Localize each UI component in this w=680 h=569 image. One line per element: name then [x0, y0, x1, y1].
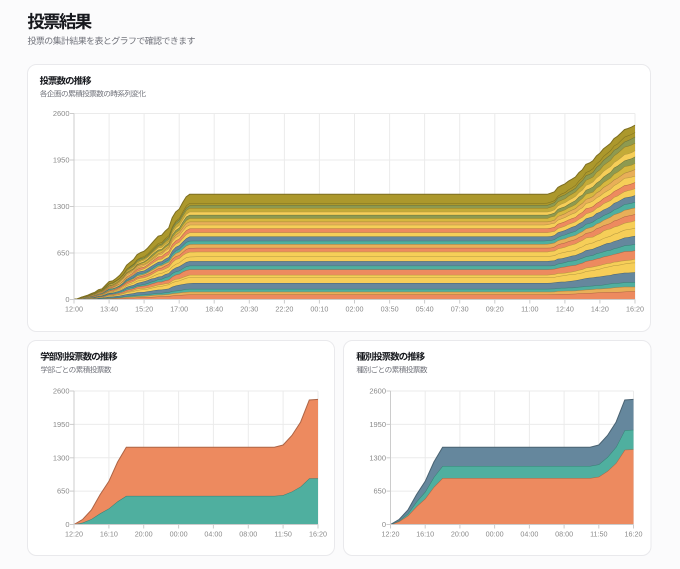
svg-text:0: 0 — [382, 520, 386, 529]
svg-text:00:00: 00:00 — [170, 530, 188, 539]
svg-text:2600: 2600 — [53, 109, 70, 118]
svg-text:2600: 2600 — [369, 387, 386, 396]
svg-text:650: 650 — [57, 487, 70, 496]
svg-text:12:40: 12:40 — [556, 305, 574, 314]
svg-text:00:00: 00:00 — [486, 530, 504, 539]
svg-text:16:20: 16:20 — [625, 530, 643, 539]
svg-text:12:00: 12:00 — [65, 305, 83, 314]
svg-text:07:30: 07:30 — [451, 305, 469, 314]
svg-text:11:50: 11:50 — [274, 530, 291, 539]
svg-text:12:20: 12:20 — [65, 530, 83, 539]
svg-text:08:00: 08:00 — [239, 530, 257, 539]
svg-text:13:40: 13:40 — [100, 305, 118, 314]
svg-text:16:20: 16:20 — [626, 305, 644, 314]
svg-text:08:00: 08:00 — [555, 530, 573, 539]
svg-text:0: 0 — [65, 295, 69, 304]
svg-text:20:00: 20:00 — [451, 530, 469, 539]
svg-text:650: 650 — [373, 487, 386, 496]
svg-text:1300: 1300 — [53, 202, 70, 211]
svg-text:22:20: 22:20 — [275, 305, 293, 314]
svg-text:17:00: 17:00 — [170, 305, 188, 314]
svg-text:11:00: 11:00 — [521, 305, 538, 314]
svg-text:20:00: 20:00 — [135, 530, 153, 539]
svg-text:05:40: 05:40 — [416, 305, 434, 314]
svg-text:09:20: 09:20 — [486, 305, 504, 314]
svg-text:650: 650 — [57, 249, 70, 258]
svg-text:11:50: 11:50 — [590, 530, 607, 539]
svg-text:15:20: 15:20 — [135, 305, 153, 314]
svg-text:03:50: 03:50 — [381, 305, 399, 314]
svg-text:0: 0 — [65, 520, 69, 529]
svg-text:02:00: 02:00 — [346, 305, 364, 314]
svg-text:16:10: 16:10 — [416, 530, 434, 539]
svg-text:1950: 1950 — [53, 420, 70, 429]
svg-text:1950: 1950 — [53, 156, 70, 165]
svg-text:14:20: 14:20 — [591, 305, 609, 314]
svg-text:1950: 1950 — [369, 420, 386, 429]
svg-text:2600: 2600 — [53, 387, 70, 396]
svg-text:18:40: 18:40 — [205, 305, 223, 314]
svg-text:04:00: 04:00 — [520, 530, 538, 539]
svg-text:12:20: 12:20 — [382, 530, 400, 539]
svg-text:1300: 1300 — [369, 453, 386, 462]
svg-text:16:10: 16:10 — [100, 530, 118, 539]
svg-text:04:00: 04:00 — [204, 530, 222, 539]
svg-text:1300: 1300 — [53, 453, 70, 462]
svg-text:16:20: 16:20 — [309, 530, 327, 539]
svg-text:00:10: 00:10 — [310, 305, 328, 314]
svg-text:20:30: 20:30 — [240, 305, 258, 314]
